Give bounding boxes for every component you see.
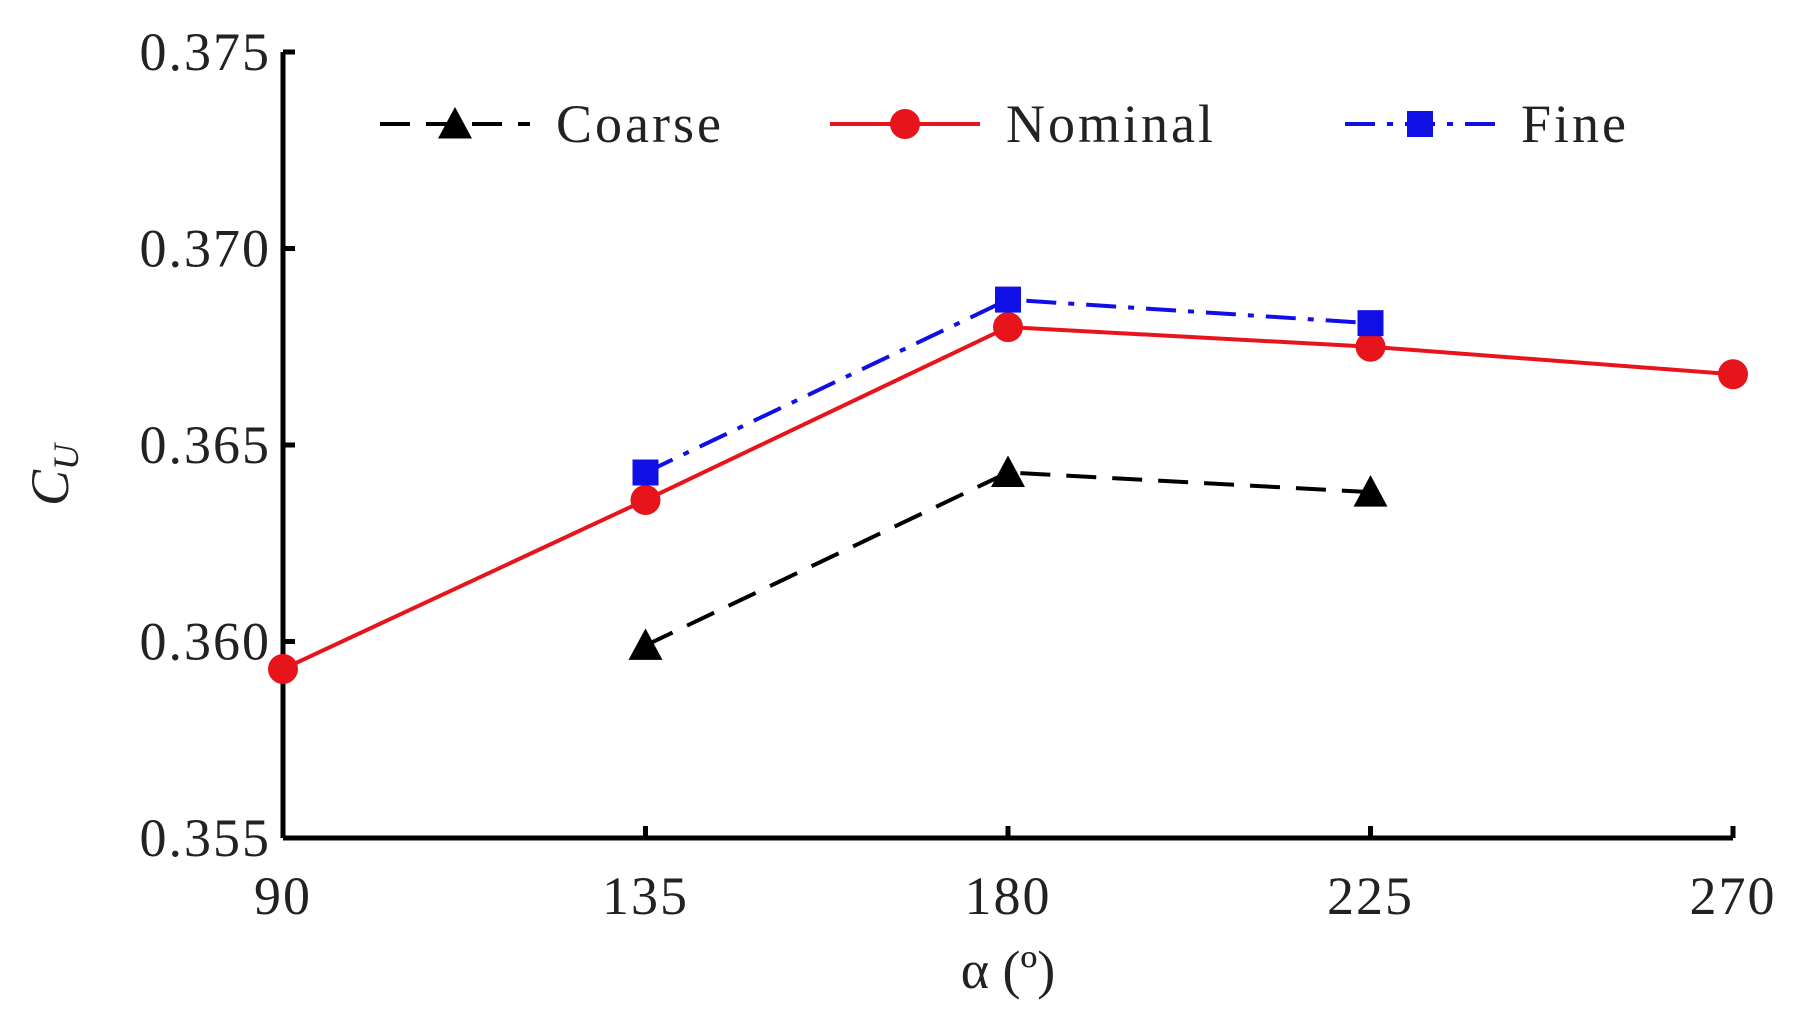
x-tick-label: 135 (602, 866, 689, 926)
legend-item-fine[interactable]: Fine (1345, 94, 1629, 154)
x-tick-label: 270 (1690, 866, 1777, 926)
y-ticks: 0.355 0.360 0.365 0.370 0.375 (140, 22, 295, 868)
data-point-fine (632, 459, 659, 486)
legend-label-nominal: Nominal (1006, 94, 1216, 154)
legend-marker-coarse (438, 107, 472, 139)
y-tick-label: 0.365 (140, 415, 272, 475)
series-nominal (268, 312, 1748, 685)
data-point-nominal (993, 312, 1023, 343)
legend[interactable]: Coarse Nominal Fine (380, 94, 1629, 154)
data-point-nominal (1355, 331, 1386, 362)
x-axis-title: α (º) (961, 940, 1056, 1000)
series-line-fine (644, 297, 1371, 475)
data-point-fine (995, 286, 1021, 313)
y-tick-label: 0.360 (140, 612, 272, 672)
legend-label-fine: Fine (1521, 94, 1629, 154)
y-axis-title-sub: U (46, 442, 86, 470)
y-axis-title: CU (20, 442, 86, 506)
data-point-fine (1357, 310, 1384, 337)
x-tick-label: 180 (965, 866, 1052, 926)
legend-item-coarse[interactable]: Coarse (380, 94, 724, 154)
data-point-coarse (1353, 475, 1388, 507)
legend-marker-fine (1407, 111, 1433, 137)
series-fine (632, 286, 1384, 486)
data-point-coarse (991, 455, 1025, 487)
y-tick-label: 0.375 (140, 22, 272, 82)
data-point-nominal (1718, 359, 1748, 390)
series (268, 286, 1748, 685)
series-line-coarse (644, 470, 1371, 648)
data-point-nominal (630, 485, 661, 516)
legend-label-coarse: Coarse (556, 94, 724, 154)
y-tick-label: 0.355 (140, 808, 272, 868)
y-axis-title-main: C (20, 469, 80, 506)
x-tick-label: 90 (254, 866, 312, 926)
data-point-coarse (628, 628, 663, 660)
legend-item-nominal[interactable]: Nominal (830, 94, 1216, 154)
legend-marker-nominal (890, 109, 920, 139)
y-tick-label: 0.370 (140, 219, 272, 279)
x-tick-label: 225 (1327, 866, 1414, 926)
axes (280, 52, 1733, 841)
series-coarse (628, 455, 1388, 660)
x-ticks: 90 135 180 225 270 (254, 826, 1777, 926)
data-point-nominal (268, 654, 298, 685)
series-line-nominal (282, 325, 1734, 671)
